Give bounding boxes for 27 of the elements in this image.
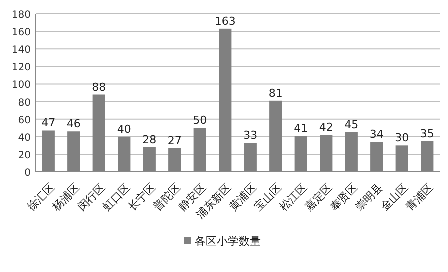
y-tick-label: 120 [12, 62, 31, 74]
data-label: 41 [294, 122, 308, 136]
y-tick-label: 40 [18, 132, 31, 144]
data-label: 27 [168, 134, 182, 148]
data-label: 47 [42, 116, 56, 130]
data-label: 30 [395, 132, 410, 145]
data-label: 28 [142, 133, 157, 146]
data-label: 42 [319, 121, 334, 134]
y-tick-label: 100 [12, 80, 31, 92]
y-tick-label: 80 [18, 98, 31, 109]
y-tick-label: 180 [12, 10, 31, 21]
data-label: 35 [420, 127, 434, 140]
data-label: 163 [214, 14, 236, 28]
y-tick-label: 60 [18, 115, 31, 126]
data-label: 33 [244, 129, 258, 142]
data-label: 45 [344, 118, 359, 132]
data-label: 46 [66, 118, 81, 131]
y-tick-label: 0 [24, 168, 31, 179]
data-label: 34 [370, 128, 384, 142]
data-label: 88 [92, 80, 106, 94]
data-label: 40 [117, 122, 132, 136]
y-tick-label: 160 [12, 28, 31, 39]
legend-label: 各区小学数量 [195, 235, 261, 248]
y-tick-label: 20 [18, 150, 31, 162]
data-label: 50 [193, 114, 208, 128]
y-tick-label: 140 [12, 45, 31, 56]
data-label: 81 [268, 86, 283, 100]
